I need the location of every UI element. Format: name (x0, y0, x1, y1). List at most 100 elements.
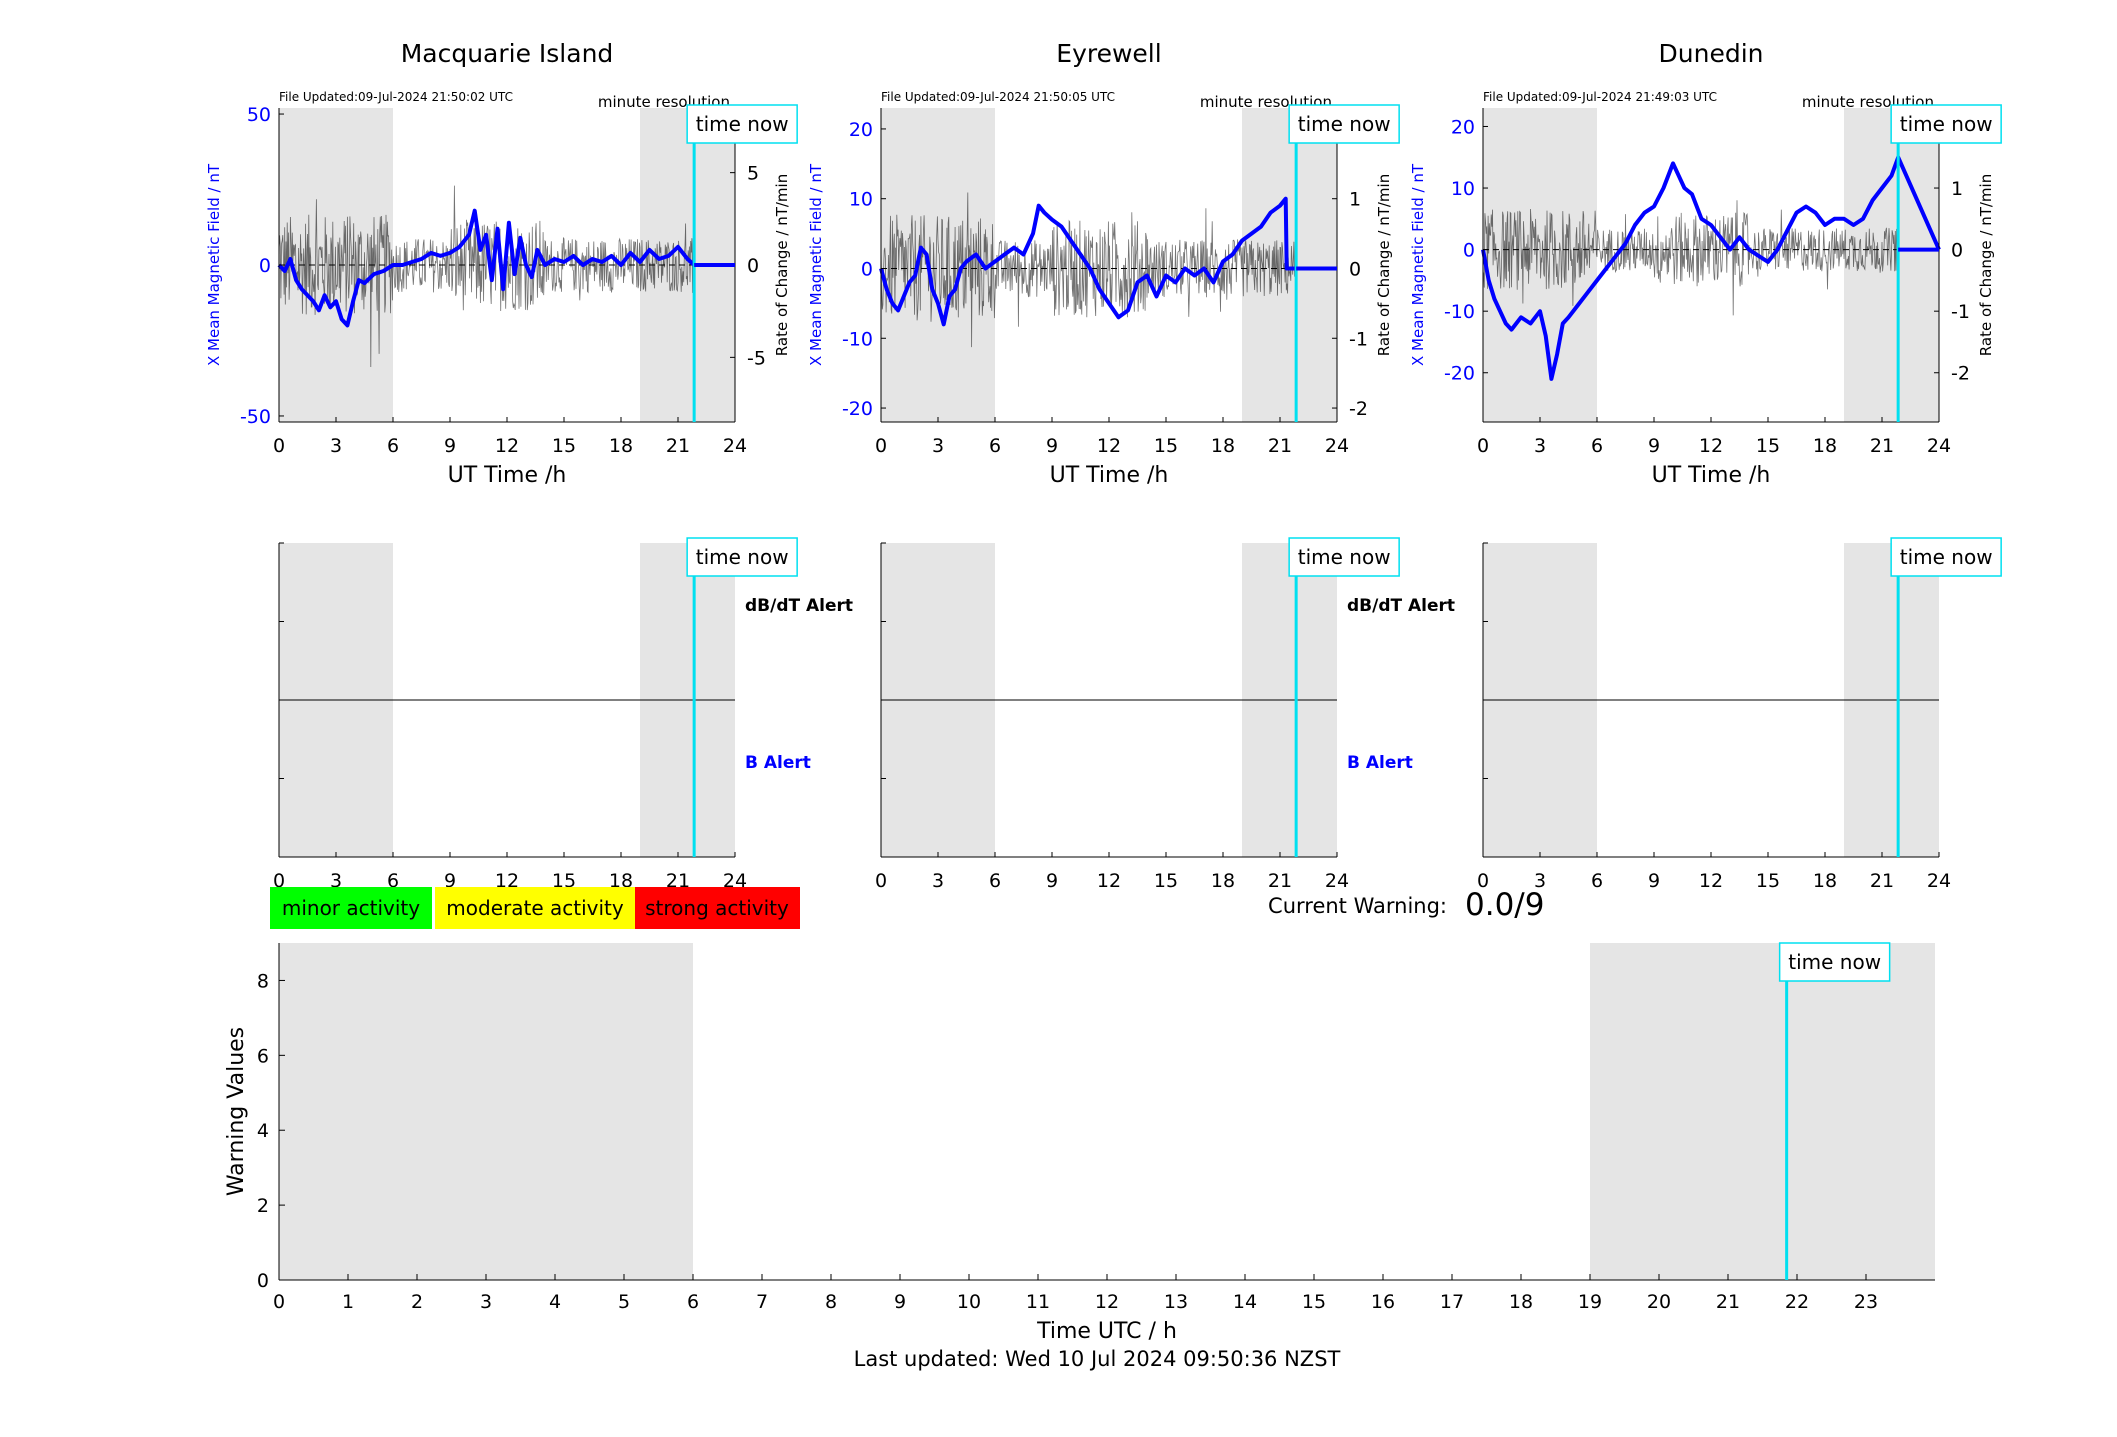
x-tick-label: 0 (1477, 870, 1489, 892)
x-tick-label: 20 (1647, 1291, 1671, 1313)
magnetic-field-series (879, 196, 1337, 327)
x-tick-label: 22 (1785, 1291, 1809, 1313)
legend-minor-swatch (270, 887, 432, 929)
right-tick-label: -1 (1951, 301, 1970, 323)
time-now-label: time now (1788, 950, 1881, 974)
x-tick-label: 9 (1046, 435, 1058, 457)
right-tick-label: -2 (1349, 398, 1368, 420)
x-tick-label: 14 (1233, 1291, 1257, 1313)
legend-moderate-swatch (435, 887, 635, 929)
night-shading (279, 943, 693, 1280)
left-tick-label: 0 (259, 255, 271, 277)
x-tick-label: 15 (1154, 870, 1178, 892)
magnetic-field-series (277, 208, 735, 328)
x-tick-label: 8 (825, 1291, 837, 1313)
x-tick-label: 24 (1325, 435, 1349, 457)
alert-panel: 0 3 6 9 12 15 18 21 24 time now (1477, 537, 2002, 892)
x-tick-label: 12 (1097, 435, 1121, 457)
x-tick-label: 21 (666, 870, 690, 892)
y-axis-label: Warning Values (224, 1027, 249, 1196)
right-y-axis-label: Rate of Change / nT/min (1375, 174, 1393, 356)
x-tick-label: 15 (552, 435, 576, 457)
magnetometer-panel: Dunedin File Updated:09-Jul-2024 21:49:03… (1409, 39, 2002, 488)
x-tick-label: 3 (932, 870, 944, 892)
x-tick-label: 6 (387, 870, 399, 892)
right-tick-label: 0 (1951, 240, 1963, 262)
time-now-label: time now (696, 545, 789, 569)
time-now-label: time now (696, 112, 789, 136)
x-tick-label: 10 (957, 1291, 981, 1313)
x-tick-label: 6 (1591, 435, 1603, 457)
y-tick-label: 8 (257, 970, 269, 992)
right-tick-label: 1 (1349, 189, 1361, 211)
legend-strong-label: strong activity (645, 896, 789, 920)
magnetic-field-series (1481, 155, 1941, 381)
x-tick-label: 15 (1154, 435, 1178, 457)
x-axis-label: UT Time /h (448, 463, 567, 488)
left-tick-label: -10 (1444, 301, 1475, 323)
y-tick-label: 4 (257, 1120, 269, 1142)
x-tick-label: 0 (875, 435, 887, 457)
x-tick-label: 15 (1302, 1291, 1326, 1313)
dbdt-alert-label: dB/dT Alert (1347, 596, 1455, 616)
x-tick-label: 4 (549, 1291, 561, 1313)
time-now-label: time now (1900, 545, 1993, 569)
file-updated-text: File Updated:09-Jul-2024 21:50:02 UTC (279, 90, 513, 104)
time-now-box (1890, 104, 2002, 144)
left-tick-label: -20 (842, 398, 873, 420)
x-axis-label: UT Time /h (1050, 463, 1169, 488)
right-y-axis-label: Rate of Change / nT/min (773, 174, 791, 356)
magnetometer-panel: Macquarie Island File Updated:09-Jul-2024… (205, 39, 798, 488)
x-tick-label: 12 (1699, 870, 1723, 892)
left-tick-label: 10 (1451, 178, 1475, 200)
legend-moderate-label: moderate activity (446, 896, 624, 920)
time-now-box (686, 537, 798, 577)
x-tick-label: 12 (495, 435, 519, 457)
x-tick-label: 9 (1046, 870, 1058, 892)
activity-legend: minor activity moderate activity strong … (270, 887, 800, 929)
x-axis-label: UT Time /h (1652, 463, 1771, 488)
x-tick-label: 18 (1509, 1291, 1533, 1313)
x-tick-label: 1 (342, 1291, 354, 1313)
x-tick-label: 21 (666, 435, 690, 457)
time-now-box (1288, 537, 1400, 577)
right-tick-label: 1 (1951, 178, 1963, 200)
x-tick-label: 19 (1578, 1291, 1602, 1313)
x-tick-label: 18 (609, 435, 633, 457)
right-tick-label: 0 (1349, 258, 1361, 280)
x-tick-label: 3 (1534, 870, 1546, 892)
rate-of-change-series (278, 185, 695, 368)
file-updated-text: File Updated:09-Jul-2024 21:49:03 UTC (1483, 90, 1717, 104)
x-tick-label: 12 (1699, 435, 1723, 457)
left-y-axis-label: X Mean Magnetic Field / nT (807, 163, 825, 366)
night-shading (1844, 108, 1939, 422)
rate-of-change-series (1482, 200, 1899, 316)
time-now-box (686, 104, 798, 144)
x-tick-label: 18 (1813, 870, 1837, 892)
x-tick-label: 9 (894, 1291, 906, 1313)
time-now-label: time now (1298, 112, 1391, 136)
x-tick-label: 21 (1268, 870, 1292, 892)
x-tick-label: 23 (1854, 1291, 1878, 1313)
right-tick-label: -5 (747, 347, 766, 369)
x-tick-label: 0 (273, 435, 285, 457)
x-tick-label: 6 (989, 435, 1001, 457)
x-tick-label: 11 (1026, 1291, 1050, 1313)
x-tick-label: 0 (1477, 435, 1489, 457)
file-updated-text: File Updated:09-Jul-2024 21:50:05 UTC (881, 90, 1115, 104)
x-tick-label: 6 (687, 1291, 699, 1313)
current-warning-label: Current Warning: (1268, 894, 1447, 918)
x-tick-label: 6 (1591, 870, 1603, 892)
x-tick-label: 24 (1927, 870, 1951, 892)
x-tick-label: 9 (444, 435, 456, 457)
right-tick-label: 0 (747, 255, 759, 277)
x-tick-label: 24 (1927, 435, 1951, 457)
x-tick-label: 9 (1648, 435, 1660, 457)
x-tick-label: 24 (1325, 870, 1349, 892)
left-tick-label: 20 (849, 119, 873, 141)
x-tick-label: 12 (1095, 1291, 1119, 1313)
left-tick-label: -50 (240, 406, 271, 428)
x-tick-label: 3 (330, 870, 342, 892)
station-title: Macquarie Island (401, 39, 614, 68)
x-tick-label: 3 (932, 435, 944, 457)
